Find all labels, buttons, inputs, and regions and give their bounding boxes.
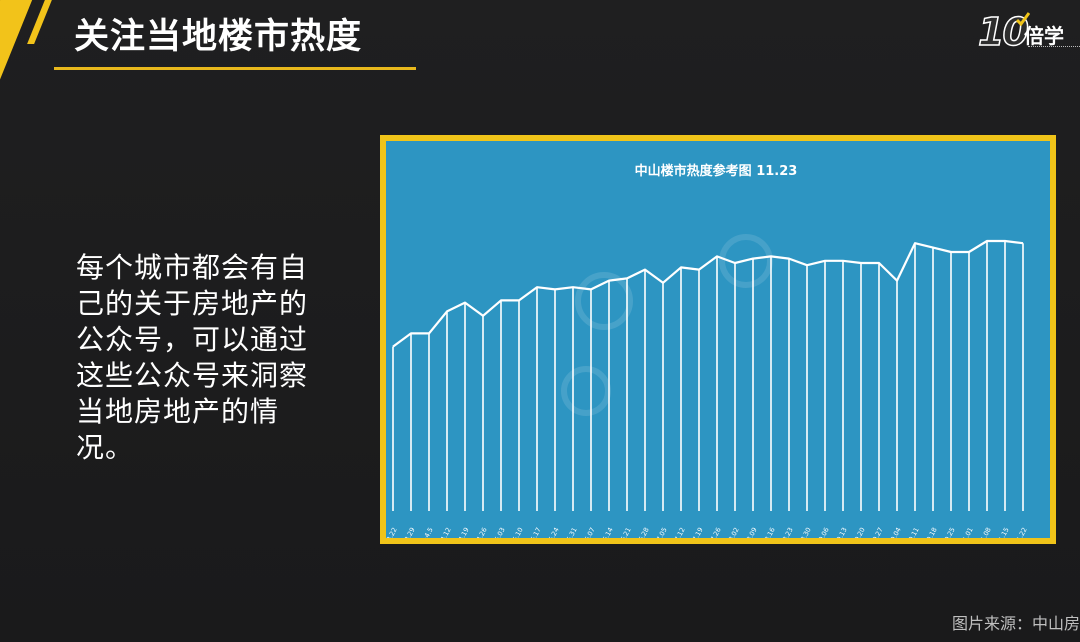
logo-text: 倍学 [1024, 24, 1064, 48]
series-line [392, 239, 1024, 348]
corner-accent-stripe-thin [27, 0, 56, 44]
x-tick-label: 3.16~3.22 [386, 526, 399, 538]
heat-chart: 中山楼市热度参考图 11.23 3.16~3.223.23~3.293.30~4… [386, 163, 1029, 538]
slide-title: 关注当地楼市热度 [74, 17, 363, 57]
brand-logo: 10 倍学 [977, 9, 1080, 58]
title-underline [54, 67, 416, 70]
chart-watermark [561, 234, 773, 416]
check-icon [1016, 12, 1030, 26]
chart-frame: 中山楼市热度参考图 11.23 3.16~3.223.23~3.293.30~4… [380, 135, 1056, 544]
body-paragraph: 每个城市都会有自己的关于房地产的公众号，可以通过这些公众号来洞察当地房地产的情况… [76, 251, 309, 464]
chart-title: 中山楼市热度参考图 11.23 [635, 163, 798, 179]
image-source-note: 图片来源：中山房 [952, 614, 1080, 633]
x-tick-label: 3.30~4.5 [413, 526, 434, 538]
logo-underline [1028, 46, 1080, 50]
x-tick-label: 4.6~4.12 [431, 526, 452, 538]
logo-mark: 10 [977, 9, 1029, 55]
